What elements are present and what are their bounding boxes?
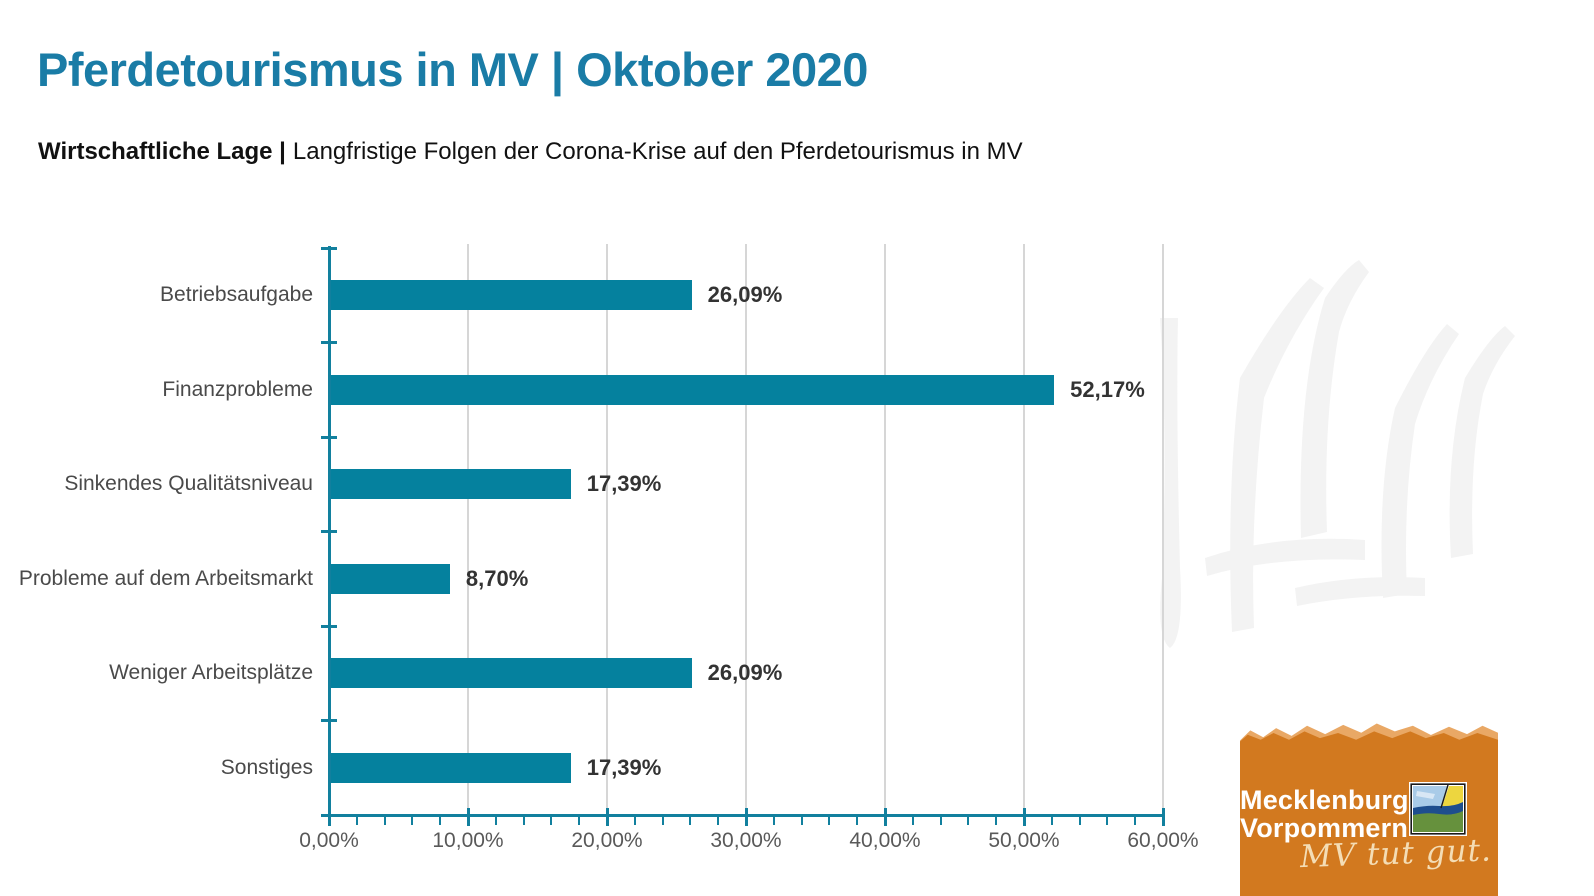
mv-logo: Mecklenburg Vorpommern MV tut gut. [1240, 712, 1498, 896]
bar [329, 469, 571, 500]
x-axis-minor-tick [939, 816, 942, 825]
value-label: 52,17% [1070, 376, 1145, 402]
category-label: Finanzprobleme [162, 377, 313, 401]
x-axis-minor-tick [439, 816, 442, 825]
subtitle-text: Langfristige Folgen der Corona-Krise auf… [292, 138, 1023, 165]
x-axis-tick-label: 40,00% [849, 829, 921, 852]
bar [329, 563, 450, 594]
category-label: Weniger Arbeitsplätze [109, 661, 313, 685]
x-axis-tick-label: 0,00% [299, 829, 359, 852]
category-label: Betriebsaufgabe [160, 283, 313, 307]
mv-emblem-icon [1409, 782, 1467, 836]
x-axis-major-tick [466, 808, 470, 826]
logo-region-line2: Vorpommern [1240, 813, 1409, 843]
gridline [467, 244, 469, 815]
y-axis-tick [321, 435, 337, 439]
x-axis-tick-label: 20,00% [571, 829, 643, 852]
x-axis-minor-tick [995, 816, 998, 825]
x-axis-minor-tick [1078, 816, 1081, 825]
x-axis-minor-tick [800, 816, 803, 825]
x-axis-tick-label: 60,00% [1127, 829, 1199, 852]
gridline [745, 244, 747, 815]
x-axis-minor-tick [522, 816, 525, 825]
x-axis-major-tick [883, 808, 887, 826]
bar [329, 752, 571, 783]
x-axis-minor-tick [828, 816, 831, 825]
x-axis-major-tick [744, 808, 748, 826]
x-axis-minor-tick [856, 816, 859, 825]
gridline [884, 244, 886, 815]
bar [329, 280, 692, 311]
y-axis-tick [321, 719, 337, 722]
gridline [606, 244, 608, 815]
x-axis-tick-label: 30,00% [710, 829, 782, 852]
y-axis-tick [321, 530, 337, 533]
x-axis-minor-tick [661, 816, 664, 825]
value-label: 26,09% [707, 282, 783, 308]
x-axis-minor-tick [911, 816, 914, 825]
category-label: Probleme auf dem Arbeitsmarkt [18, 566, 313, 590]
bar [329, 374, 1055, 405]
x-axis-minor-tick [578, 816, 581, 825]
value-label: 26,09% [707, 660, 783, 686]
x-axis-minor-tick [1050, 816, 1053, 825]
x-axis-major-tick [327, 808, 331, 826]
x-axis-tick-label: 10,00% [432, 829, 504, 852]
x-axis-minor-tick [383, 816, 386, 825]
y-axis-tick [321, 624, 337, 628]
x-axis [321, 813, 1164, 817]
x-axis-minor-tick [633, 816, 636, 825]
x-axis-major-tick [1022, 808, 1026, 826]
value-label: 8,70% [465, 565, 529, 591]
x-axis-minor-tick [550, 816, 553, 825]
x-axis-major-tick [1161, 808, 1165, 826]
page-title: Pferdetourismus in MV | Oktober 2020 [37, 43, 868, 96]
x-axis-minor-tick [967, 816, 970, 825]
x-axis-minor-tick [411, 816, 414, 825]
logo-region-name: Mecklenburg Vorpommern [1240, 785, 1409, 843]
x-axis-minor-tick [1106, 816, 1109, 825]
background-watermark-image [1160, 260, 1515, 648]
logo-tagline: MV tut gut. [1299, 832, 1493, 876]
subtitle-lead: Wirtschaftliche Lage | [38, 138, 286, 165]
x-axis-tick-label: 50,00% [988, 829, 1060, 852]
value-label: 17,39% [586, 471, 662, 497]
y-axis-tick [321, 341, 337, 344]
x-axis-minor-tick [494, 816, 497, 825]
y-axis-tick [321, 246, 337, 250]
gridline [1023, 244, 1025, 815]
x-axis-minor-tick [772, 816, 775, 825]
gridline [1162, 244, 1164, 815]
category-label: Sinkendes Qualitätsniveau [64, 472, 313, 496]
page-subtitle: Wirtschaftliche Lage | Langfristige Folge… [38, 138, 1023, 166]
bar [329, 658, 692, 689]
x-axis-minor-tick [1134, 816, 1137, 825]
category-label: Sonstiges [220, 755, 313, 779]
x-axis-minor-tick [689, 816, 692, 825]
x-axis-minor-tick [717, 816, 720, 825]
x-axis-minor-tick [355, 816, 358, 825]
x-axis-major-tick [605, 808, 609, 826]
value-label: 17,39% [586, 754, 662, 780]
logo-region-line1: Mecklenburg [1240, 785, 1409, 815]
